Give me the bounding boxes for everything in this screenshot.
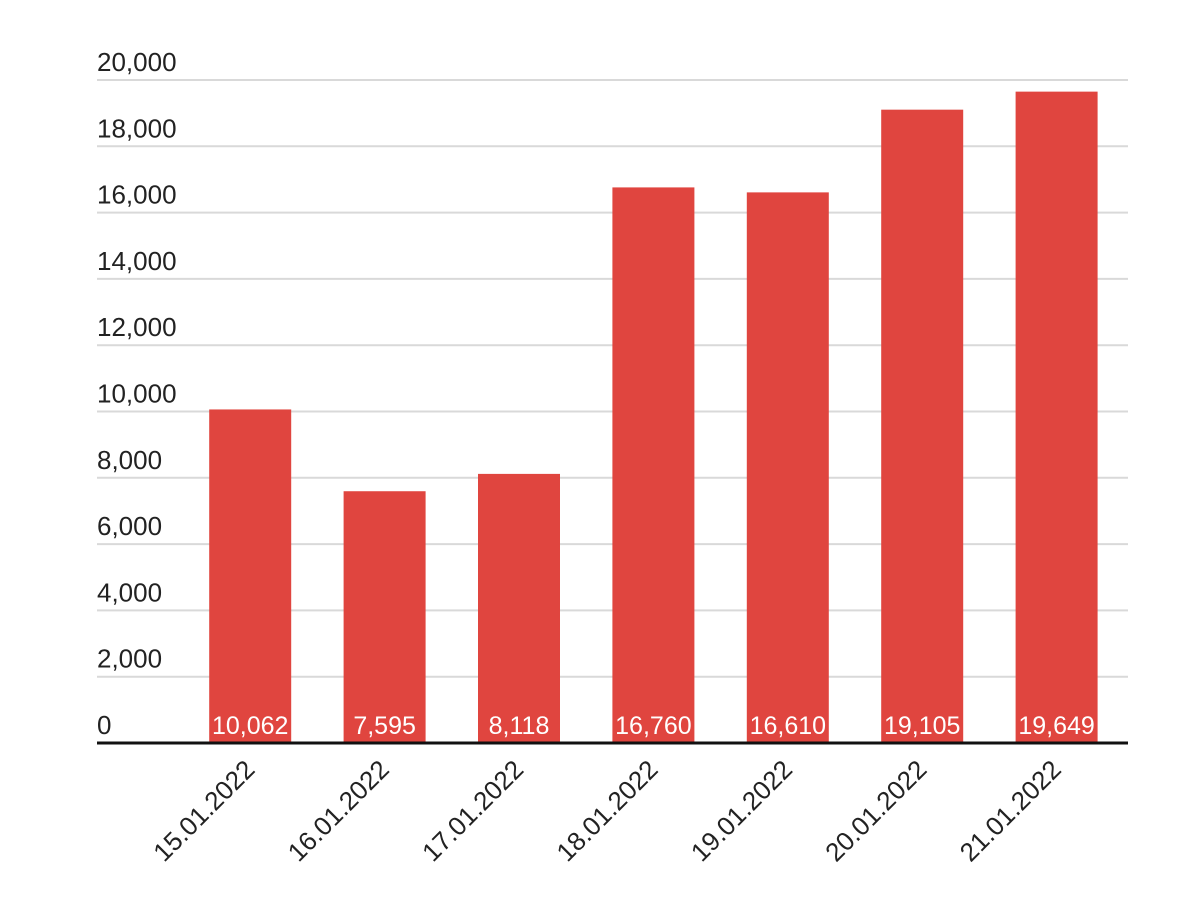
x-tick-label: 20.01.2022 bbox=[819, 754, 932, 867]
data-label: 19,649 bbox=[1018, 712, 1094, 740]
y-tick-label: 0 bbox=[97, 710, 111, 740]
data-label: 16,610 bbox=[750, 712, 826, 740]
bar bbox=[746, 192, 829, 744]
x-tick-label: 19.01.2022 bbox=[685, 754, 798, 867]
data-label: 8,118 bbox=[489, 712, 550, 740]
y-tick-label: 12,000 bbox=[97, 312, 177, 342]
bar bbox=[1015, 91, 1098, 744]
x-tick-label: 16.01.2022 bbox=[282, 754, 395, 867]
data-label: 10,062 bbox=[212, 712, 288, 740]
x-tick-label: 15.01.2022 bbox=[147, 754, 260, 867]
x-tick-label: 21.01.2022 bbox=[954, 754, 1067, 867]
y-tick-label: 16,000 bbox=[97, 180, 177, 210]
x-axis-tick-labels: 15.01.2022 16.01.2022 17.01.2022 18.01.2022… bbox=[147, 754, 1067, 867]
bars bbox=[209, 91, 1098, 744]
bar bbox=[881, 109, 964, 743]
bar bbox=[612, 187, 695, 743]
bar bbox=[209, 409, 292, 743]
y-tick-label: 20,000 bbox=[97, 47, 177, 77]
data-label: 19,105 bbox=[884, 712, 960, 740]
y-tick-label: 8,000 bbox=[97, 445, 162, 475]
bar bbox=[343, 491, 426, 743]
y-tick-label: 14,000 bbox=[97, 246, 177, 276]
x-tick-label: 18.01.2022 bbox=[550, 754, 663, 867]
data-label: 7,595 bbox=[353, 712, 416, 740]
data-labels: 10,062 7,595 8,118 16,760 16,610 19,105 19,649 bbox=[212, 712, 1095, 740]
y-tick-label: 2,000 bbox=[97, 644, 162, 674]
y-tick-label: 10,000 bbox=[97, 379, 177, 409]
y-tick-label: 18,000 bbox=[97, 113, 177, 143]
x-tick-label: 17.01.2022 bbox=[416, 754, 529, 867]
data-label: 16,760 bbox=[615, 712, 691, 740]
y-tick-label: 6,000 bbox=[97, 511, 162, 541]
bar bbox=[478, 473, 560, 743]
y-axis-tick-labels: 0 2,000 4,000 6,000 8,000 10,000 12,000 14,000 1… bbox=[97, 47, 177, 740]
y-tick-label: 4,000 bbox=[97, 577, 162, 607]
